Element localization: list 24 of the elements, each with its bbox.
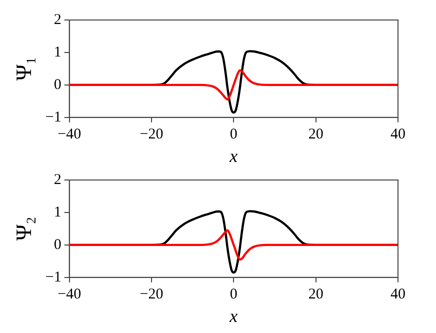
x-tick-label: 20: [308, 286, 324, 302]
x-tick-label: 0: [230, 286, 238, 302]
x-tick-label: −40: [58, 126, 82, 142]
y-tick-label: 1: [54, 204, 62, 220]
x-tick-label: 20: [308, 126, 324, 142]
y-axis-title: Ψ₁: [10, 56, 36, 81]
y-tick-label: −1: [45, 269, 62, 286]
x-tick-label: 0: [230, 126, 238, 142]
y-tick-label: 0: [54, 76, 62, 93]
x-tick-label: −20: [140, 126, 164, 142]
y-tick-label: 2: [54, 172, 62, 188]
y-tick-label: 2: [54, 12, 62, 28]
x-tick-label: −20: [140, 286, 164, 302]
line-series: [69, 69, 398, 101]
y-axis-title: Ψ₂: [10, 216, 36, 241]
x-tick-label: −40: [58, 286, 82, 302]
y-tick-label: 1: [54, 44, 62, 60]
line-series: [69, 229, 398, 261]
x-axis-title: x: [228, 306, 238, 326]
y-tick-label: 0: [54, 236, 62, 253]
x-tick-label: 40: [390, 286, 406, 302]
y-tick-label: −1: [45, 109, 62, 126]
x-tick-label: 40: [390, 126, 406, 142]
x-axis-title: x: [228, 146, 238, 166]
